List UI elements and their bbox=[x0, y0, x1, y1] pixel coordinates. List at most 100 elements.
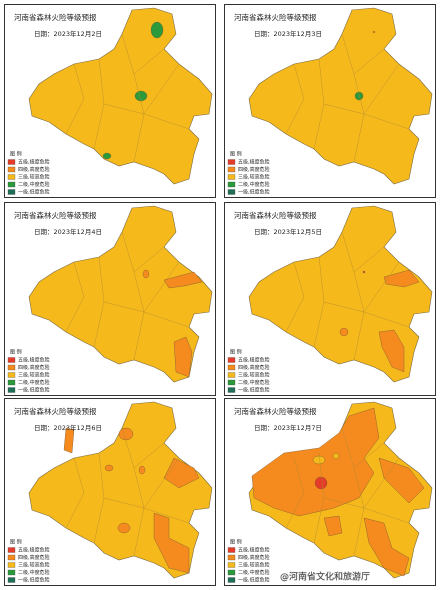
legend-label: 五级,极度危险 bbox=[238, 357, 270, 364]
legend-label: 一级,低度危险 bbox=[18, 387, 50, 394]
panel-date: 日期：2023年12月3日 bbox=[254, 29, 322, 38]
risk-area bbox=[332, 452, 340, 460]
legend-label: 二级,中度危险 bbox=[238, 181, 270, 188]
panel-date: 日期：2023年12月2日 bbox=[34, 29, 102, 38]
risk-area bbox=[354, 91, 364, 101]
legend-swatch bbox=[227, 562, 236, 568]
legend-label: 三级,较高危险 bbox=[238, 562, 270, 569]
risk-area bbox=[339, 327, 349, 337]
panel-date: 日期：2023年12月7日 bbox=[254, 423, 322, 432]
legend-label: 三级,较高危险 bbox=[18, 562, 50, 569]
legend-title: 图 例 bbox=[10, 539, 22, 546]
legend-label: 三级,较高危险 bbox=[18, 372, 50, 379]
panel-date: 日期：2023年12月6日 bbox=[34, 423, 102, 432]
legend-swatch bbox=[7, 181, 16, 188]
risk-area bbox=[63, 427, 75, 454]
legend-swatch bbox=[7, 189, 16, 195]
risk-area bbox=[372, 30, 376, 34]
legend-label: 五级,极度危险 bbox=[18, 357, 50, 364]
legend-title: 图 例 bbox=[10, 151, 22, 158]
legend-swatch bbox=[7, 159, 16, 165]
legend-swatch bbox=[227, 569, 236, 576]
risk-area bbox=[138, 465, 146, 475]
risk-area bbox=[102, 152, 112, 160]
panel-date: 日期：2023年12月4日 bbox=[34, 227, 102, 236]
panel-title: 河南省森林火险等级预报 bbox=[14, 210, 97, 220]
county-borders bbox=[285, 33, 410, 163]
legend-swatch bbox=[227, 364, 236, 371]
legend-label: 五级,极度危险 bbox=[238, 547, 270, 554]
legend-label: 二级,中度危险 bbox=[18, 379, 50, 386]
risk-area bbox=[142, 269, 150, 279]
legend-title: 图 例 bbox=[230, 349, 242, 356]
legend-swatch bbox=[227, 174, 236, 180]
risk-area bbox=[150, 21, 164, 39]
risk-area bbox=[362, 270, 366, 274]
panel-title: 河南省森林火险等级预报 bbox=[234, 12, 317, 22]
legend-swatch bbox=[227, 577, 236, 583]
legend-label: 二级,中度危险 bbox=[18, 181, 50, 188]
risk-area bbox=[104, 464, 114, 472]
legend-swatch bbox=[7, 166, 16, 173]
legend-swatch bbox=[227, 181, 236, 188]
legend-swatch bbox=[7, 562, 16, 568]
risk-area bbox=[323, 515, 343, 537]
legend-swatch bbox=[7, 379, 16, 386]
legend-swatch bbox=[227, 166, 236, 173]
legend-swatch bbox=[227, 189, 236, 195]
legend-swatch bbox=[227, 387, 236, 393]
watermark: @河南省文化和旅游厅 bbox=[280, 571, 370, 583]
risk-area bbox=[134, 90, 148, 102]
risk-area bbox=[118, 427, 134, 441]
legend-label: 四级,高度危险 bbox=[18, 364, 50, 371]
legend-swatch bbox=[227, 379, 236, 386]
legend-label: 四级,高度危险 bbox=[238, 554, 270, 561]
county-borders bbox=[65, 33, 190, 163]
legend-label: 三级,较高危险 bbox=[238, 174, 270, 181]
legend-label: 三级,较高危险 bbox=[238, 372, 270, 379]
county-borders bbox=[285, 427, 410, 557]
legend-label: 四级,高度危险 bbox=[18, 166, 50, 173]
legend-label: 四级,高度危险 bbox=[18, 554, 50, 561]
county-borders bbox=[65, 427, 190, 557]
legend-label: 五级,极度危险 bbox=[18, 159, 50, 166]
risk-area bbox=[117, 522, 131, 534]
risk-area bbox=[378, 457, 425, 504]
risk-area bbox=[163, 271, 203, 289]
legend-swatch bbox=[7, 577, 16, 583]
panel-title: 河南省森林火险等级预报 bbox=[14, 406, 97, 416]
legend-swatch bbox=[7, 372, 16, 378]
legend-swatch bbox=[7, 357, 16, 363]
risk-area bbox=[363, 517, 410, 577]
legend-swatch bbox=[7, 569, 16, 576]
legend-swatch bbox=[227, 547, 236, 553]
panel-title: 河南省森林火险等级预报 bbox=[234, 210, 317, 220]
risk-area bbox=[383, 269, 420, 288]
legend-label: 四级,高度危险 bbox=[238, 364, 270, 371]
legend-swatch bbox=[7, 174, 16, 180]
legend-swatch bbox=[227, 159, 236, 165]
legend-title: 图 例 bbox=[230, 151, 242, 158]
legend-label: 五级,极度危险 bbox=[18, 547, 50, 554]
risk-area bbox=[312, 455, 326, 465]
legend-label: 二级,中度危险 bbox=[238, 379, 270, 386]
legend-label: 一级,低度危险 bbox=[238, 189, 270, 196]
legend-label: 二级,中度危险 bbox=[18, 569, 50, 576]
legend-label: 一级,低度危险 bbox=[238, 387, 270, 394]
legend-swatch bbox=[7, 547, 16, 553]
legend-label: 一级,低度危险 bbox=[238, 577, 270, 584]
risk-area bbox=[378, 329, 405, 373]
legend-swatch bbox=[227, 357, 236, 363]
risk-area bbox=[153, 512, 190, 574]
risk-area bbox=[163, 457, 200, 489]
legend-label: 三级,较高危险 bbox=[18, 174, 50, 181]
legend-title: 图 例 bbox=[230, 539, 242, 546]
legend-swatch bbox=[227, 372, 236, 378]
panel-title: 河南省森林火险等级预报 bbox=[234, 406, 317, 416]
legend-title: 图 例 bbox=[10, 349, 22, 356]
